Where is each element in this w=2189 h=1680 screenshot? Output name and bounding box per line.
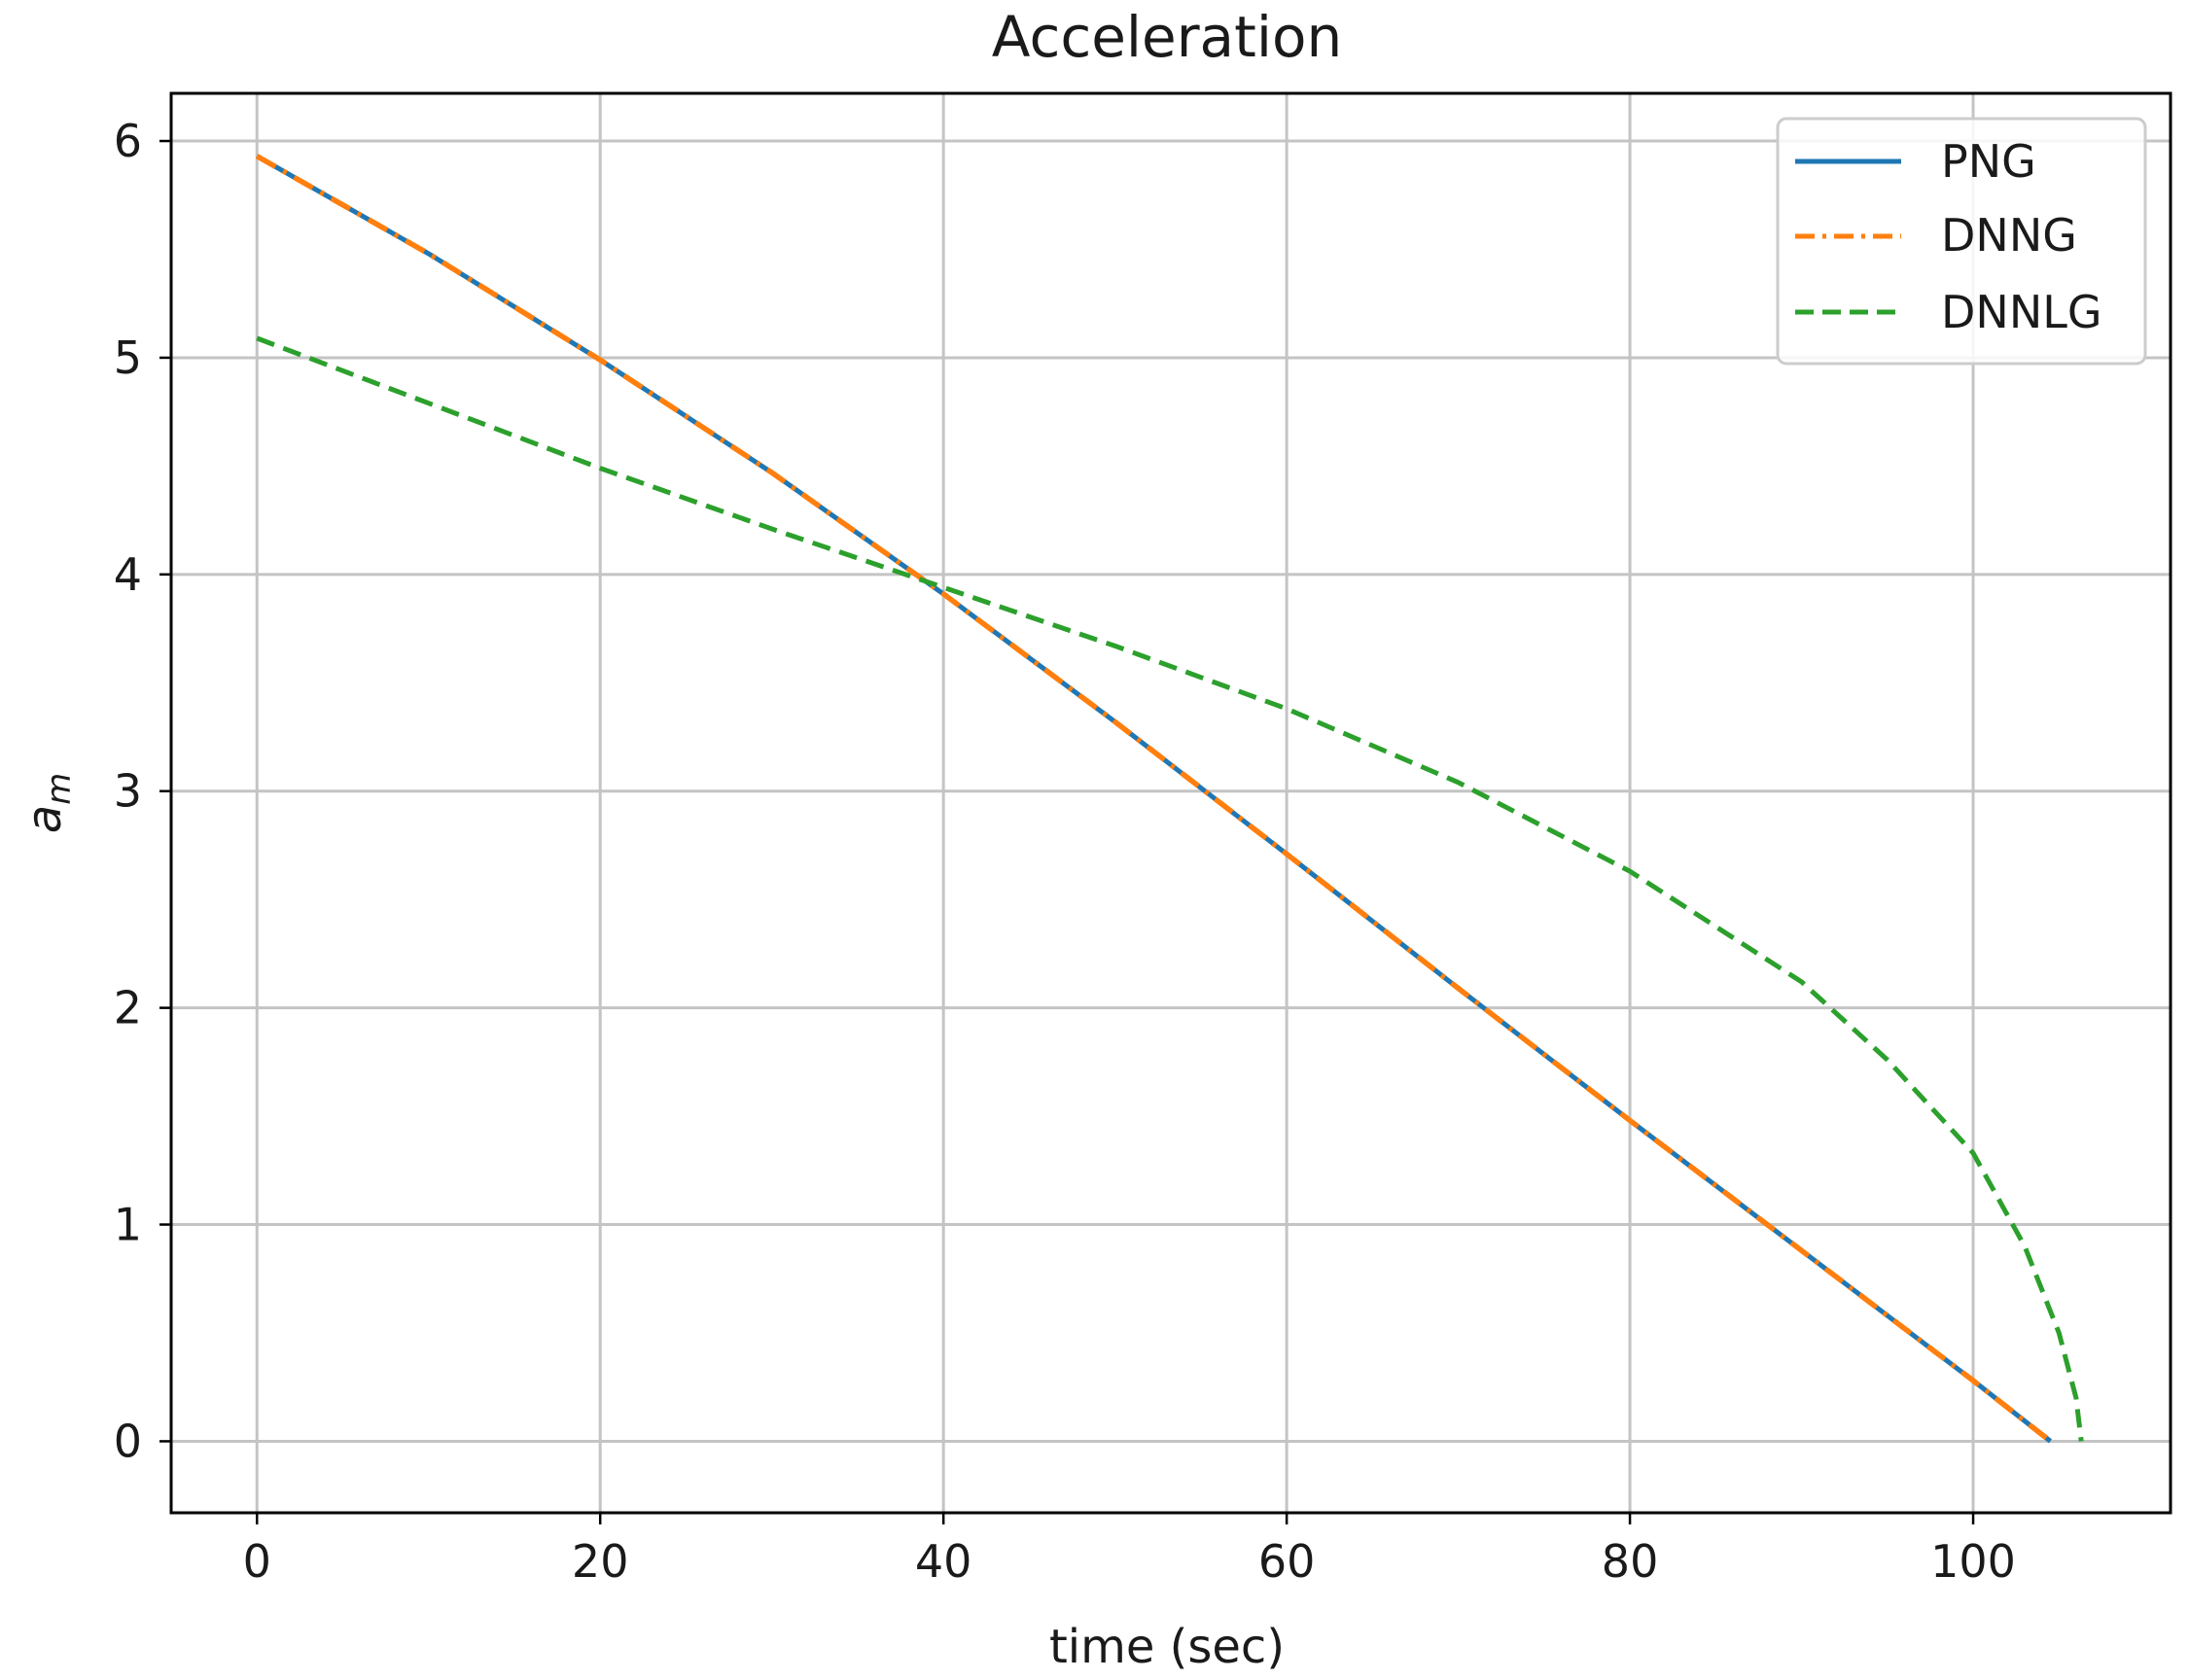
legend-label-dnng: DNNG bbox=[1941, 209, 2077, 262]
x-tick-label: 100 bbox=[1930, 1535, 2016, 1588]
plot-frame bbox=[169, 91, 2172, 1515]
x-tick-label: 0 bbox=[243, 1535, 271, 1588]
y-tick-label: 6 bbox=[114, 115, 142, 167]
y-tick-label: 4 bbox=[114, 548, 142, 601]
grid-lines bbox=[171, 93, 2171, 1513]
y-tick-label: 3 bbox=[114, 765, 142, 818]
y-tick-label: 1 bbox=[114, 1199, 142, 1251]
series-line-dnnlg bbox=[256, 335, 2084, 1442]
y-axis-label-main: a bbox=[18, 805, 72, 833]
legend-label-dnnlg: DNNLG bbox=[1941, 286, 2102, 338]
x-tick-label: 20 bbox=[572, 1535, 629, 1588]
y-tick-label: 5 bbox=[114, 332, 142, 384]
series-line-dnng bbox=[255, 154, 2053, 1444]
x-tick-label: 40 bbox=[915, 1535, 972, 1588]
legend: PNG DNNG DNNLG bbox=[1776, 117, 2147, 366]
x-axis-label: time (sec) bbox=[1049, 1620, 1285, 1674]
x-tick-label: 60 bbox=[1258, 1535, 1316, 1588]
x-tick-label: 80 bbox=[1602, 1535, 1659, 1588]
y-tick-label: 2 bbox=[114, 982, 142, 1034]
series-lines bbox=[255, 154, 2084, 1444]
chart-title: Acceleration bbox=[992, 4, 1342, 70]
legend-label-png: PNG bbox=[1941, 135, 2036, 188]
y-tick-label: 0 bbox=[114, 1415, 142, 1467]
y-axis-label-subscript: m bbox=[40, 773, 79, 805]
legend-box bbox=[1776, 117, 2147, 366]
axis-ticks: 0 20 40 60 80 100 0 1 2 3 4 5 6 bbox=[114, 115, 2016, 1588]
y-axis-label: am bbox=[18, 773, 79, 834]
